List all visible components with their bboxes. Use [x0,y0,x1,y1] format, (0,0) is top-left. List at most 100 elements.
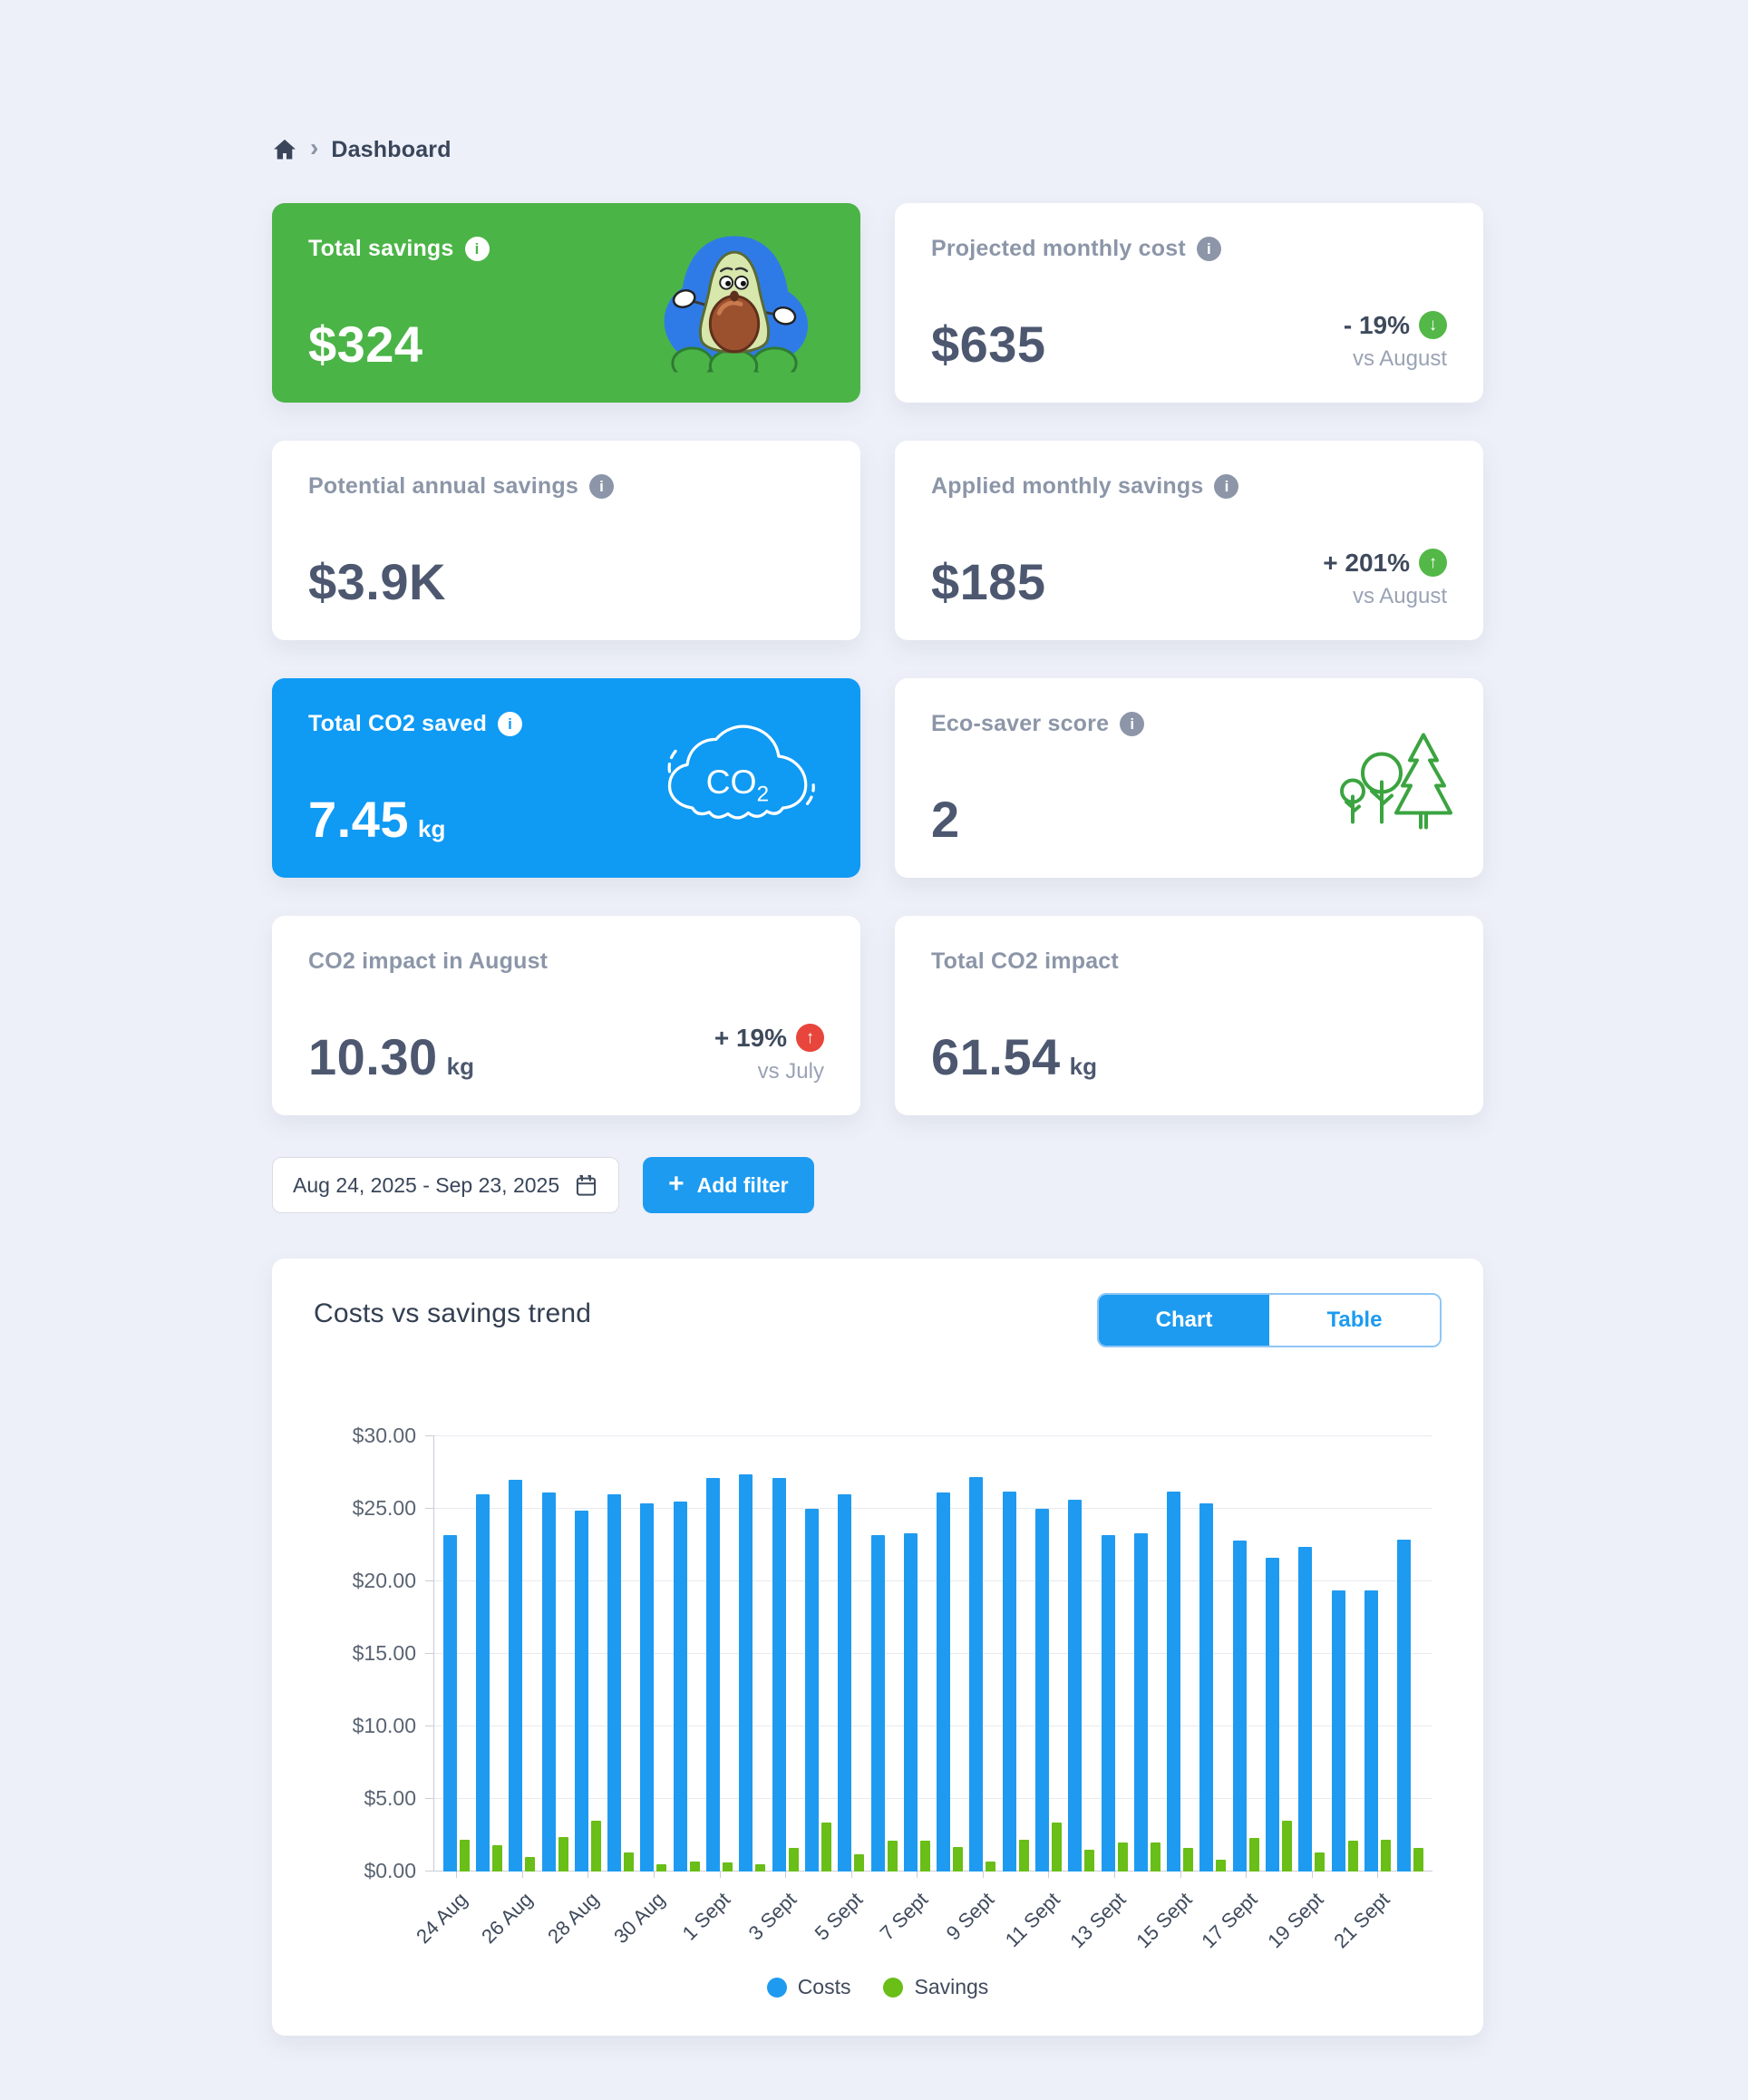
view-toggle: Chart Table [1097,1293,1442,1347]
bar-group [1361,1590,1394,1878]
bar-costs [1002,1491,1016,1872]
toggle-table-button[interactable]: Table [1269,1295,1440,1346]
y-tick [425,1871,434,1872]
y-tick [425,1508,434,1509]
info-icon[interactable]: i [588,474,614,499]
gridline [434,1435,1432,1436]
bar-savings [624,1852,635,1872]
date-range-input[interactable]: Aug 24, 2025 - Sep 23, 2025 [272,1157,620,1213]
x-slot: 11 Sept [1001,1872,1064,1973]
bar-savings [755,1864,766,1872]
x-tick [456,1872,458,1878]
card-label: Total CO2 saved [308,711,488,736]
x-slot: 7 Sept [876,1872,933,1973]
card-value: $185 [931,553,1046,610]
plus-icon: + [668,1169,685,1199]
info-icon[interactable]: i [498,712,523,736]
info-icon[interactable]: i [464,237,490,261]
card-label: Applied monthly savings [931,473,1204,499]
filter-bar: Aug 24, 2025 - Sep 23, 2025 + Add filter [272,1157,1483,1213]
bar-costs [442,1534,457,1872]
x-slot: 9 Sept [941,1872,998,1973]
x-tick [521,1872,523,1878]
unit-label: kg [1069,1053,1097,1080]
x-slot: 19 Sept [1263,1872,1328,1973]
y-axis-label: $30.00 [352,1424,416,1447]
info-icon[interactable]: i [1214,474,1239,499]
bar-group [472,1494,505,1872]
bar-costs [1364,1590,1378,1872]
bar-group [1197,1502,1229,1872]
bar-savings [459,1839,470,1872]
bar-costs [1266,1558,1280,1872]
trend-up-icon: ↑ [796,1024,824,1052]
x-slot: 15 Sept [1131,1872,1196,1973]
gridline [434,1798,1432,1799]
x-slot: 26 Aug [477,1872,538,1973]
trend-down-icon: ↓ [1419,311,1447,339]
bar-group [506,1480,539,1878]
bar-savings [1183,1848,1194,1872]
info-icon[interactable]: i [1120,712,1145,736]
dashboard-page: › Dashboard Total savings i $324 [272,134,1483,2036]
bar-costs [607,1494,622,1872]
bar-group [703,1478,735,1878]
y-axis-label: $15.00 [352,1641,416,1665]
card-value: 7.45 kg [308,791,446,848]
bar-savings [1150,1842,1160,1872]
x-tick [1048,1872,1050,1878]
bar-costs [1232,1541,1247,1872]
bar-group [933,1492,966,1872]
x-tick [719,1872,721,1878]
delta-value: + 19% [714,1023,787,1052]
bar-savings [821,1822,831,1872]
toggle-chart-button[interactable]: Chart [1099,1295,1269,1346]
card-value: 2 [931,791,960,848]
card-value: 10.30 kg [308,1028,474,1085]
x-slot: 13 Sept [1065,1872,1131,1973]
bar-group [604,1494,636,1872]
costs-savings-chart-card: Costs vs savings trend Chart Table $0.00… [272,1259,1483,2036]
x-tick [1246,1872,1248,1878]
bar-savings [1282,1821,1293,1872]
bar-costs [1298,1546,1313,1872]
bar-costs [706,1478,721,1872]
calendar-icon [577,1174,597,1196]
bar-savings [558,1836,568,1872]
y-tick [425,1798,434,1799]
bar-savings [854,1853,865,1872]
card-value: 61.54 kg [931,1028,1097,1085]
bar-group [769,1478,801,1878]
y-axis-label: $25.00 [352,1496,416,1520]
legend-item-savings: Savings [883,1975,988,1999]
bar-costs [838,1494,852,1872]
bar-costs [1034,1509,1049,1872]
bar-costs [1133,1533,1148,1872]
x-tick [1180,1872,1181,1878]
legend-label: Costs [797,1975,851,1998]
x-slot: 1 Sept [678,1872,735,1973]
legend-item-costs: Costs [766,1975,851,1999]
bar-savings [887,1841,898,1872]
card-eco-saver-score: Eco-saver score i 2 [895,678,1483,878]
add-filter-button[interactable]: + Add filter [643,1157,814,1213]
bar-group [637,1502,670,1878]
bar-savings [1216,1860,1227,1872]
bar-costs [937,1492,951,1872]
x-tick [1377,1872,1379,1878]
bar-costs [673,1502,687,1872]
bar-costs [1068,1500,1083,1872]
delta-compare: vs August [1352,346,1447,371]
info-icon[interactable]: i [1196,237,1221,261]
delta-value: - 19% [1343,310,1410,339]
bar-costs [1101,1534,1115,1872]
bar-savings [1347,1841,1358,1872]
delta-value: + 201% [1323,548,1410,577]
card-label: Eco-saver score [931,711,1110,736]
bar-group [868,1534,900,1872]
bar-group [801,1509,834,1872]
card-label: Total CO2 impact [931,948,1119,974]
home-icon[interactable] [272,137,297,162]
gridline [434,1508,1432,1509]
x-tick [917,1872,918,1878]
